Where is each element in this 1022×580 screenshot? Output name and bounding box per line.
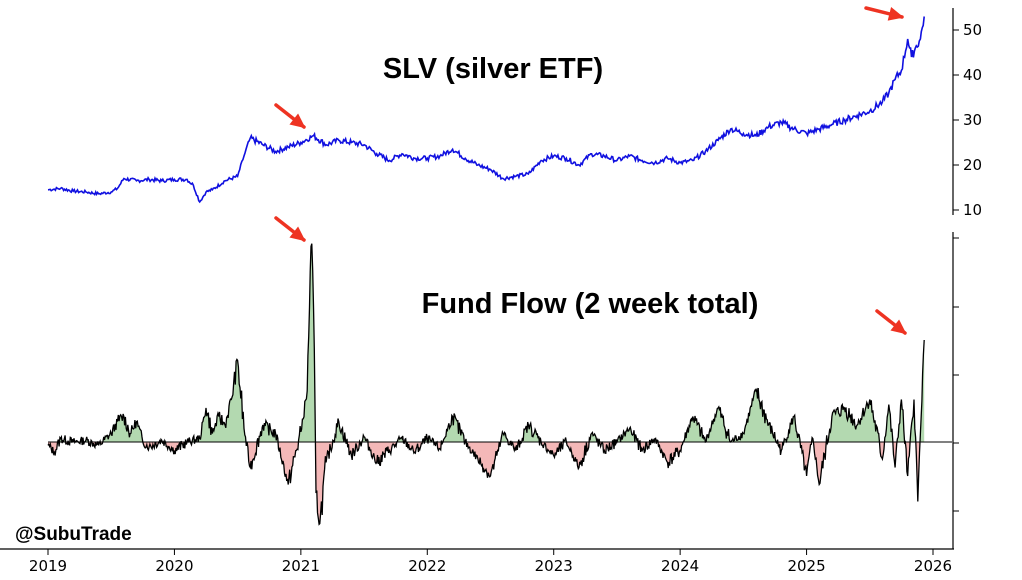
- x-tick-label: 2026: [914, 557, 952, 575]
- fund-flow-line-group: [47, 243, 925, 526]
- slv-price-line-group: [47, 16, 925, 204]
- y-tick-label: 40: [963, 66, 982, 84]
- y-tick-label: 10: [963, 201, 982, 219]
- x-tick-label: 2023: [535, 557, 573, 575]
- red-arrow: [274, 216, 306, 242]
- slv-price-line: [47, 16, 925, 204]
- red-arrow: [875, 309, 907, 335]
- fund-flow-line: [47, 243, 925, 526]
- x-tick-label: 2021: [282, 557, 320, 575]
- y-tick-label: 30: [963, 111, 982, 129]
- x-tick-label: 2025: [787, 557, 825, 575]
- slv-title: SLV (silver ETF): [383, 53, 603, 85]
- red-arrow: [864, 6, 904, 21]
- annotation-arrows: [274, 6, 907, 335]
- negative-flow-fill: [48, 442, 925, 525]
- watermark: @SubuTrade: [15, 524, 132, 545]
- x-tick-label: 2020: [155, 557, 193, 575]
- positive-flow-fill: [48, 243, 925, 442]
- fund-flow-area-fills: [48, 243, 925, 525]
- red-arrow: [274, 103, 306, 129]
- y-tick-label: 20: [963, 156, 982, 174]
- fund-flow-title: Fund Flow (2 week total): [422, 288, 759, 320]
- axes: 10 20 30 40 50 2019 2020 2021 2022 2023 2024 2025 20…: [0, 8, 982, 575]
- x-tick-label: 2024: [661, 557, 699, 575]
- x-tick-label: 2022: [408, 557, 446, 575]
- y-tick-label: 50: [963, 21, 982, 39]
- x-tick-label: 2019: [29, 557, 67, 575]
